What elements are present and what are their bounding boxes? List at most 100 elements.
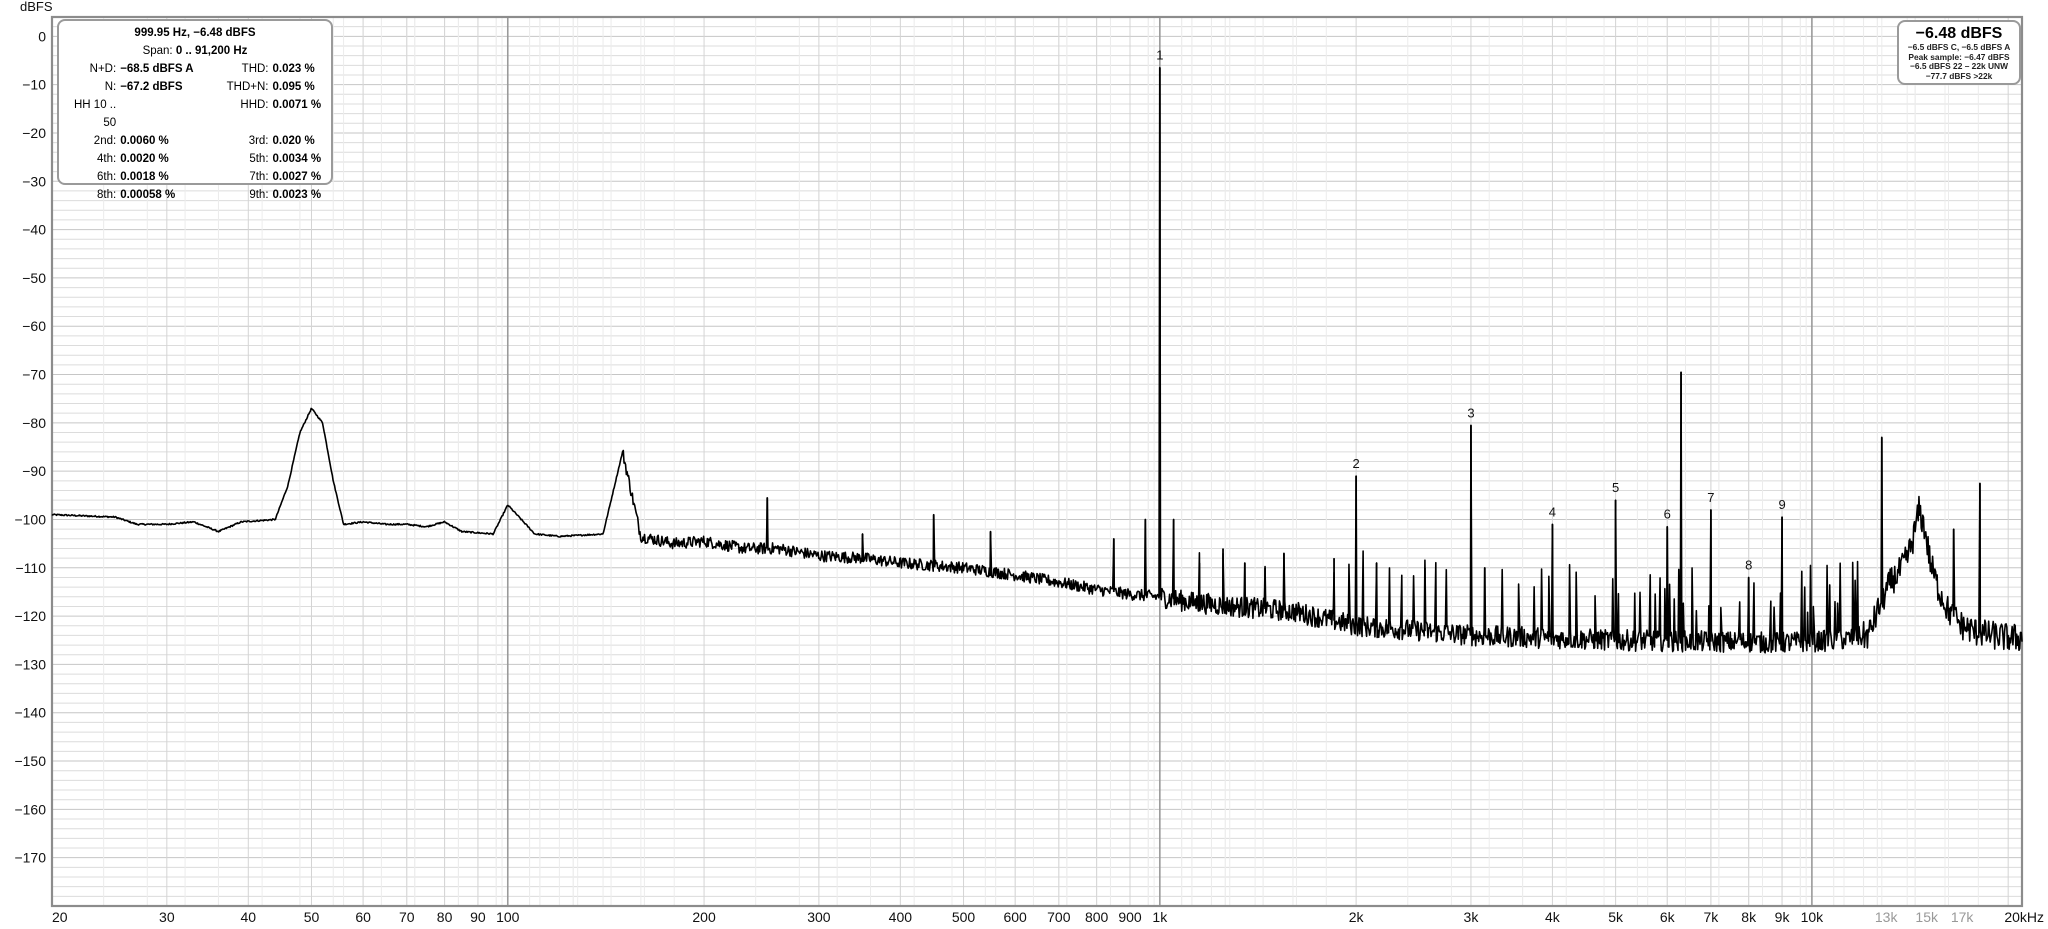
stat-label: THD+N: (226, 81, 269, 93)
stats-row: 2nd: 0.0060 % 3rd: 0.020 % (59, 132, 331, 150)
harmonic-labels: 1 2 3 4 5 6 7 8 9 (1156, 48, 1785, 573)
y-tick-label: −60 (22, 318, 46, 334)
spectrum-trace-line (51, 66, 2023, 654)
stats-span: Span: 0 .. 91,200 Hz (142, 45, 248, 57)
stats-row: N+D: −68.5 dBFS A THD: 0.023 % (59, 60, 331, 78)
x-tick-label: 700 (1047, 909, 1071, 925)
y-tick-label: −150 (14, 753, 46, 769)
x-tick-label: 800 (1085, 909, 1109, 925)
stat-label: 8th: (97, 189, 117, 201)
y-tick-label: −10 (22, 77, 46, 93)
x-tick-label: 4k (1545, 909, 1561, 925)
x-tick-label: 7k (1703, 909, 1719, 925)
y-tick-label: −170 (14, 850, 46, 866)
harmonic-label: 5 (1612, 480, 1619, 495)
x-tick-label: 9k (1775, 909, 1791, 925)
x-tick-label: 20 (52, 909, 68, 925)
harmonic-label: 1 (1156, 48, 1163, 63)
x-tick-label: 500 (952, 909, 976, 925)
y-tick-label: −160 (14, 801, 46, 817)
y-tick-label: −70 (22, 367, 46, 383)
stat-label: 3rd: (248, 135, 269, 147)
stats-title: 999.95 Hz, −6.48 dBFS (134, 27, 256, 39)
y-tick-label: −90 (22, 463, 46, 479)
x-tick-label: 200 (692, 909, 716, 925)
y-tick-label: −130 (14, 656, 46, 672)
x-tick-label: 400 (889, 909, 913, 925)
stat-label: 7th: (249, 171, 269, 183)
x-tick-label: 1k (1152, 909, 1168, 925)
stat-label: THD: (241, 63, 269, 75)
grid (51, 16, 2022, 907)
y-tick-label: −120 (14, 608, 46, 624)
x-tick-label: 3k (1464, 909, 1480, 925)
plot-frame (50, 15, 2024, 908)
stat-value: 0.00058 % (120, 189, 176, 201)
x-tick-label: 50 (304, 909, 320, 925)
x-tick-label: 10k (1801, 909, 1825, 925)
y-tick-label: −40 (22, 222, 46, 238)
x-tick-label: 5k (1608, 909, 1624, 925)
stats-row: 4th: 0.0020 % 5th: 0.0034 % (59, 150, 331, 168)
y-tick-label: −80 (22, 415, 46, 431)
x-tick-label: 40 (241, 909, 257, 925)
x-tick-label: 15k (1915, 909, 1939, 925)
stat-label: 6th: (97, 171, 117, 183)
stat-label: 4th: (97, 153, 117, 165)
y-tick-label: 0 (38, 28, 46, 44)
stat-label: 2nd: (93, 135, 117, 147)
level-main: −6.48 dBFS (1915, 25, 2003, 42)
harmonic-label: 9 (1778, 497, 1785, 512)
x-axis-ticks: 20 30 40 50 60 70 80 90 100 200 300 400 500 600 700 800… (52, 909, 2044, 925)
x-axis-unit-label: 20kHz (2004, 909, 2044, 925)
level-line-3: −6.5 dBFS 22 – 22k UNW (1910, 61, 2008, 71)
x-tick-label: 2k (1349, 909, 1365, 925)
x-tick-label: 13k (1875, 909, 1899, 925)
spectrum-trace (51, 66, 2023, 654)
x-tick-label: 100 (496, 909, 520, 925)
x-tick-label: 8k (1741, 909, 1757, 925)
stat-value: −68.5 dBFS A (120, 63, 194, 75)
x-tick-label: 60 (355, 909, 371, 925)
stat-value: 0.0018 % (120, 171, 169, 183)
y-tick-label: −110 (16, 560, 47, 576)
stats-row: 6th: 0.0018 % 7th: 0.0027 % (59, 168, 331, 186)
level-readout-panel: −6.48 dBFS −6.5 dBFS C, −6.5 dBFS A Peak… (1897, 20, 2021, 85)
measurement-stats-panel: 999.95 Hz, −6.48 dBFS Span: 0 .. 91,200 … (57, 19, 333, 201)
x-tick-label: 90 (470, 909, 486, 925)
harmonic-label: 7 (1707, 490, 1714, 505)
level-line-2: Peak sample: −6.47 dBFS (1908, 51, 2010, 62)
stat-value: 0.0020 % (120, 153, 169, 165)
y-tick-label: −100 (14, 511, 46, 527)
x-tick-label: 6k (1660, 909, 1676, 925)
harmonic-label: 8 (1745, 557, 1752, 572)
stat-value: 0.095 % (272, 81, 315, 93)
y-axis-unit-label: dBFS (20, 0, 53, 14)
stats-row: HH 10 .. 50 HHD: 0.0071 % (59, 96, 331, 132)
harmonic-label: 2 (1353, 456, 1360, 471)
stat-value: 0.0027 % (272, 171, 322, 183)
stats-row: N: −67.2 dBFS THD+N: 0.095 % (59, 78, 331, 96)
x-tick-label: 17k (1951, 909, 1975, 925)
stat-label: HH 10 .. 50 (74, 99, 117, 129)
y-tick-label: −140 (14, 705, 46, 721)
harmonic-label: 4 (1549, 504, 1556, 519)
harmonic-label: 3 (1467, 405, 1474, 420)
y-tick-label: −50 (22, 270, 46, 286)
x-tick-label: 600 (1003, 909, 1027, 925)
stats-row: 8th: 0.00058 % 9th: 0.0023 % (59, 186, 331, 204)
x-tick-label: 300 (807, 909, 831, 925)
stat-value: 0.023 % (272, 63, 315, 75)
stat-value: 0.0071 % (272, 99, 322, 111)
stat-value: 0.0023 % (272, 189, 322, 201)
stat-value: 0.0034 % (272, 153, 322, 165)
level-line-1: −6.5 dBFS C, −6.5 dBFS A (1907, 42, 2011, 52)
stat-value: 0.0060 % (120, 135, 169, 147)
harmonic-label: 6 (1664, 507, 1671, 522)
x-tick-label: 70 (399, 909, 415, 925)
x-tick-label: 900 (1118, 909, 1142, 925)
stat-label: N: (104, 81, 117, 93)
stat-label: 5th: (249, 153, 269, 165)
y-tick-label: −20 (22, 125, 46, 141)
